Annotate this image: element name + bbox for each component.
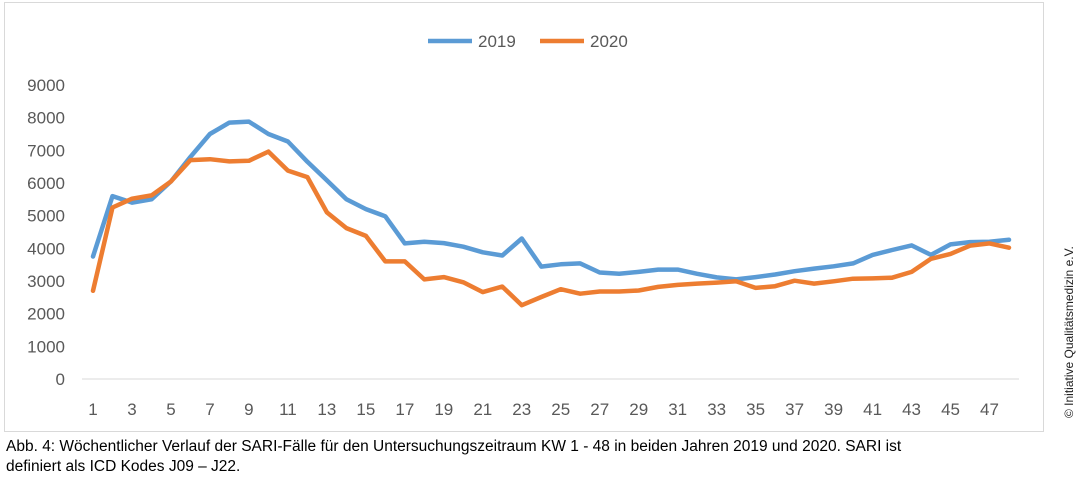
x-tick-label: 47 xyxy=(980,400,999,419)
x-tick-label: 35 xyxy=(746,400,765,419)
x-tick-label: 27 xyxy=(590,400,609,419)
y-tick-label: 8000 xyxy=(27,109,65,128)
y-tick-label: 3000 xyxy=(27,272,65,291)
y-tick-label: 2000 xyxy=(27,305,65,324)
y-tick-label: 4000 xyxy=(27,239,65,258)
y-tick-label: 6000 xyxy=(27,174,65,193)
legend-label-2020: 2020 xyxy=(590,32,628,51)
x-tick-label: 25 xyxy=(551,400,570,419)
x-tick-label: 11 xyxy=(279,400,297,419)
x-tick-label: 33 xyxy=(707,400,726,419)
x-tick-label: 1 xyxy=(88,400,97,419)
x-tick-label: 37 xyxy=(785,400,804,419)
x-tick-label: 13 xyxy=(317,400,336,419)
legend-label-2019: 2019 xyxy=(478,32,516,51)
x-tick-label: 31 xyxy=(668,400,687,419)
x-tick-label: 41 xyxy=(863,400,882,419)
y-tick-label: 0 xyxy=(56,370,65,389)
y-tick-label: 5000 xyxy=(27,207,65,226)
series-line-2020 xyxy=(90,149,1012,308)
caption-line-2: definiert als ICD Kodes J09 – J22. xyxy=(6,458,241,475)
x-tick-label: 7 xyxy=(205,400,214,419)
y-tick-label: 7000 xyxy=(27,141,65,160)
chart-frame: 0 1000 2000 3000 4000 5000 6000 7000 8000 9000 1 3 5… xyxy=(4,2,1044,432)
x-tick-label: 39 xyxy=(824,400,843,419)
x-tick-label: 45 xyxy=(941,400,960,419)
figure-caption: Abb. 4: Wöchentlicher Verlauf der SARI-F… xyxy=(6,437,1036,477)
x-tick-label: 21 xyxy=(473,400,492,419)
x-tick-label: 9 xyxy=(244,400,253,419)
series-line-2019 xyxy=(90,119,1012,282)
x-tick-label: 43 xyxy=(902,400,921,419)
x-tick-label: 29 xyxy=(629,400,648,419)
x-tick-label: 15 xyxy=(356,400,375,419)
caption-line-1: Abb. 4: Wöchentlicher Verlauf der SARI-F… xyxy=(6,438,902,455)
y-tick-label: 9000 xyxy=(27,76,65,95)
x-tick-label: 23 xyxy=(512,400,531,419)
x-tick-label: 5 xyxy=(166,400,175,419)
x-tick-label: 19 xyxy=(434,400,453,419)
copyright-notice: © Initiative Qualitätsmedizin e.V. xyxy=(1062,246,1076,418)
x-tick-label: 3 xyxy=(127,400,136,419)
y-tick-label: 1000 xyxy=(27,337,65,356)
x-tick-label: 17 xyxy=(395,400,414,419)
